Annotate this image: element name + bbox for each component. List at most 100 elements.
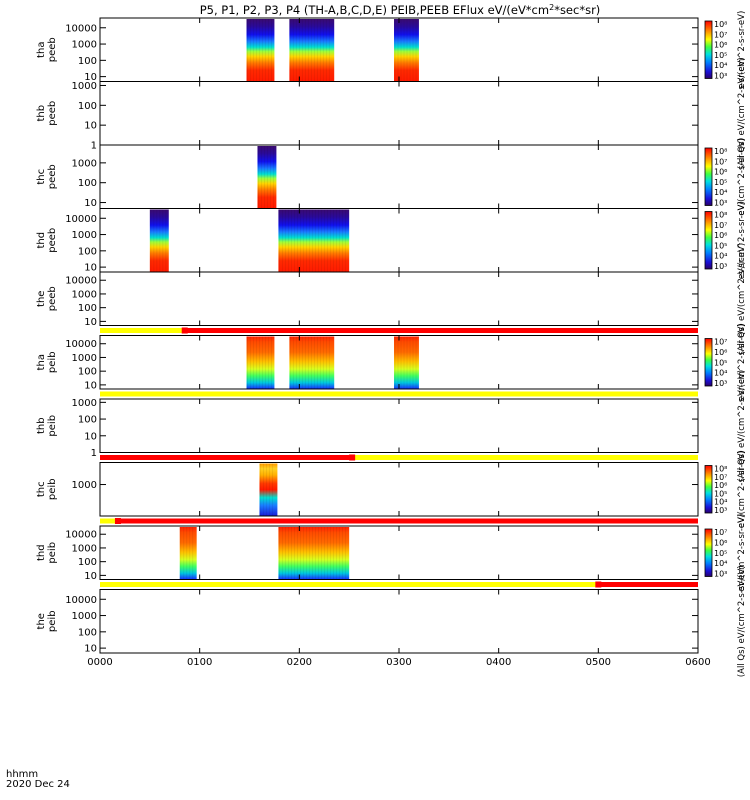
y-tick-label: 10 <box>84 121 97 132</box>
panel-label-tha: tha <box>36 42 47 58</box>
colorbar-tick-label: 10⁶ <box>714 481 727 490</box>
colorbar-tick-label: 10⁸ <box>714 211 727 220</box>
spectrogram-block-thd-peeb-1 <box>278 209 350 272</box>
colorbar-tick-label: 10⁴ <box>714 498 727 507</box>
spectrogram-block-tha-peeb-1 <box>289 19 335 82</box>
colorbar-tick-label: 10⁴ <box>714 61 727 70</box>
y-tick-label: 1000 <box>72 611 97 622</box>
y-tick-label: 1000 <box>72 543 97 554</box>
colorbar-tick-label: 10³ <box>714 506 727 515</box>
x-tick-label: 0500 <box>586 657 611 668</box>
colorbar-tick-label: 10⁶ <box>714 348 727 357</box>
y-tick-label: 10000 <box>65 339 97 350</box>
colorbar-unit-label: eV/(cm^2-s-sr-eV) <box>737 138 747 216</box>
y-tick-label: 10 <box>84 571 97 582</box>
colorbar-tick-label: 10³ <box>714 199 727 208</box>
colorbar-tick-label: 10⁸ <box>714 465 727 474</box>
colorbar-tick-label: 10⁵ <box>714 549 727 558</box>
x-tick-label: 0000 <box>87 657 112 668</box>
colorbar-unit-label: (All Qs) eV/(cm^2-s-sr-eV) <box>737 57 747 169</box>
y-tick-label: 1000 <box>72 480 97 491</box>
colorbar-tick-label: 10⁷ <box>714 338 727 347</box>
panel-label-thb: thb <box>36 105 47 122</box>
colorbar-unit-label: eV/(cm^2-s-sr-eV) <box>737 323 747 401</box>
colorbar-unit-label: eV/(cm^2-s-sr-eV) <box>737 514 747 592</box>
spectrogram-block-thc-peeb-0 <box>257 146 277 209</box>
panel-frame-thd-peeb <box>99 208 699 273</box>
spectrogram-block-thd-peeb-0 <box>149 209 169 272</box>
x-tick-label: 0600 <box>685 657 710 668</box>
panel-label-thd: thd <box>36 232 47 249</box>
x-tick-label: 0200 <box>287 657 312 668</box>
colorbar-tick-label: 10⁵ <box>714 51 727 60</box>
y-tick-label: 1000 <box>72 81 97 92</box>
y-tick-label: 100 <box>78 303 97 314</box>
y-tick-label: 10 <box>84 380 97 391</box>
spectrogram-block-tha-peib-2 <box>394 336 419 389</box>
colorbar-tick-label: 10⁴ <box>714 188 727 197</box>
colorbar-tick-label: 10⁶ <box>714 231 727 240</box>
colorbar-tick-label: 10⁶ <box>714 538 727 547</box>
panel-label-the: the <box>36 613 47 629</box>
panel-frame-thb-peeb <box>99 81 699 146</box>
spectrogram-block-tha-peeb-2 <box>394 19 419 82</box>
colorbar-tick-label: 10⁴ <box>714 252 727 261</box>
panel-label-peeb: peeb <box>47 286 58 311</box>
colorbar-tick-label: 10⁷ <box>714 30 727 39</box>
colorbar-tick-label: 10⁵ <box>714 178 727 187</box>
panel-label-peib: peib <box>47 610 58 632</box>
colorbar-tick-label: 10⁵ <box>714 489 727 498</box>
colorbar-tick-label: 10⁴ <box>714 369 727 378</box>
panel-frame-the-peib <box>99 589 699 654</box>
panel-label-thc: thc <box>36 169 47 185</box>
y-tick-label: 10 <box>84 644 97 655</box>
colorbar-unit-label: eV/(cm^2-s-sr-eV) <box>737 11 747 89</box>
y-tick-label: 100 <box>78 56 97 67</box>
y-tick-label: 10000 <box>65 595 97 606</box>
colorbar-tick-label: 10⁵ <box>714 241 727 250</box>
y-tick-label: 10 <box>84 263 97 274</box>
y-tick-label: 100 <box>78 367 97 378</box>
panel-label-peeb: peeb <box>47 164 58 189</box>
colorbar-tick-label: 10⁷ <box>714 473 727 482</box>
panel-label-peeb: peeb <box>47 101 58 126</box>
y-tick-label: 10000 <box>65 23 97 34</box>
spectrogram-block-tha-peib-0 <box>246 336 275 389</box>
colorbar-tick-label: 10⁷ <box>714 157 727 166</box>
colorbar-tha-peeb <box>704 20 713 79</box>
mode-bar-marker <box>114 518 121 524</box>
panel-frame-thc-peib <box>99 462 699 517</box>
colorbar-unit-label: eV/(cm^2-s-sr-eV) <box>737 201 747 279</box>
mode-bar-marker <box>595 581 602 588</box>
spectrogram-block-tha-peib-1 <box>289 336 335 389</box>
chart-title-main: P5, P1, P2, P3, P4 (TH-A,B,C,D,E) PEIB,P… <box>200 3 549 17</box>
x-tick-label: 0400 <box>486 657 511 668</box>
y-tick-label: 10 <box>84 198 97 209</box>
colorbar-unit-label: eV/(cm^2-s-sr-eV) <box>737 450 747 528</box>
panel-label-peeb: peeb <box>47 228 58 253</box>
y-tick-label: 1000 <box>72 230 97 241</box>
colorbar-thc-peeb <box>704 147 713 206</box>
y-tick-label: 10000 <box>65 214 97 225</box>
panel-frame-thc-peeb <box>99 144 699 209</box>
y-tick-label: 1000 <box>72 158 97 169</box>
panel-frame-the-peeb <box>99 271 699 326</box>
panel-label-peib: peib <box>47 415 58 437</box>
colorbar-unit-label: (All Qs) eV/(cm^2-s-sr-eV) <box>737 370 747 482</box>
y-tick-label: 1000 <box>72 398 97 409</box>
panel-label-peib: peib <box>47 478 58 500</box>
panel-label-thd: thd <box>36 544 47 561</box>
y-tick-label: 100 <box>78 178 97 189</box>
colorbar-tick-label: 10⁸ <box>714 20 727 29</box>
y-tick-label: 1 <box>91 448 97 459</box>
colorbar-tick-label: 10⁸ <box>714 147 727 156</box>
chart-title: P5, P1, P2, P3, P4 (TH-A,B,C,D,E) PEIB,P… <box>200 3 601 17</box>
spectrogram-block-tha-peeb-0 <box>246 19 275 82</box>
y-tick-label: 1000 <box>72 353 97 364</box>
y-tick-label: 1000 <box>72 40 97 51</box>
y-tick-label: 10 <box>84 431 97 442</box>
